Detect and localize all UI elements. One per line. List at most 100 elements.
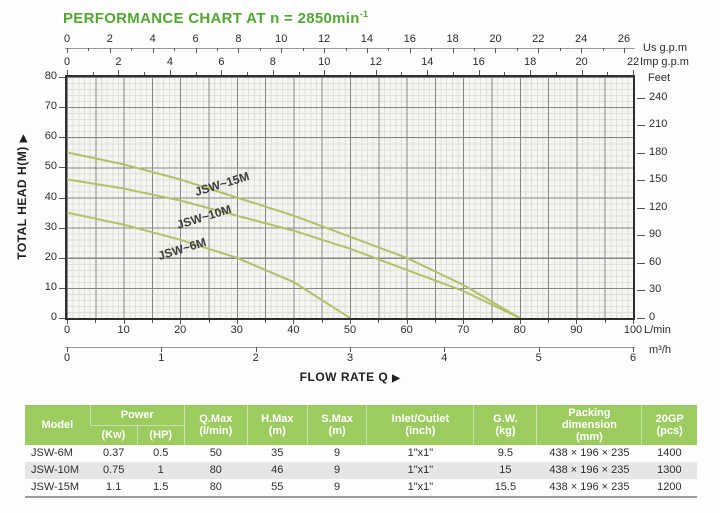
lmin-tick-label: 100 bbox=[623, 324, 643, 336]
cell-r1-c1: 0.75 bbox=[90, 462, 138, 479]
col-header-packing-unit: (mm) bbox=[575, 431, 603, 443]
feet-tick-label: 60 bbox=[649, 255, 662, 268]
col-header-gw-unit: (kg) bbox=[495, 425, 516, 437]
imp-gpm-tick bbox=[324, 70, 326, 75]
cell-r0-c7: 9.5 bbox=[497, 447, 514, 459]
lmin-minor-tick bbox=[208, 320, 210, 323]
cell-r2-c2: 1.5 bbox=[137, 479, 185, 498]
cell-r2-c1: 1.1 bbox=[90, 479, 138, 498]
us-gpm-tick bbox=[67, 48, 68, 53]
us-gpm-tick bbox=[495, 48, 497, 53]
imp-gpm-tick-label: 10 bbox=[318, 56, 331, 68]
col-header-model: Model bbox=[25, 405, 91, 445]
us-gpm-tick bbox=[624, 48, 625, 53]
cell-r2-c7: 15.5 bbox=[473, 479, 537, 498]
cell-r1-c4: 46 bbox=[247, 462, 308, 479]
imp-gpm-minor-tick bbox=[247, 72, 249, 75]
cell-r2-c3: 80 bbox=[184, 479, 248, 498]
lmin-tick bbox=[350, 320, 351, 324]
lmin-tick bbox=[576, 320, 578, 324]
us-gpm-tick-label: 16 bbox=[403, 33, 416, 45]
head-tick bbox=[59, 77, 65, 78]
col-header-qmax-unit: (l/min) bbox=[199, 425, 233, 437]
us-gpm-tick-label: 2 bbox=[106, 33, 113, 45]
cell-r1-c9: 1300 bbox=[641, 462, 697, 479]
lmin-minor-tick bbox=[548, 320, 550, 323]
imp-gpm-tick bbox=[118, 70, 120, 75]
up-arrow-icon: ▶ bbox=[18, 134, 29, 143]
imp-gpm-tick-label: 0 bbox=[63, 56, 71, 68]
cell-r0-c2: 0.5 bbox=[153, 447, 169, 459]
head-tick bbox=[59, 287, 65, 289]
imp-gpm-minor-tick bbox=[92, 72, 94, 75]
us-gpm-minor-tick bbox=[302, 48, 304, 51]
cell-r2-c6: 1"x1" bbox=[366, 479, 474, 498]
axis-unit-feet: Feet bbox=[648, 72, 671, 84]
cell-r0-c1: 0.37 bbox=[102, 447, 125, 459]
col-header-smax-unit: (m) bbox=[328, 425, 346, 437]
page-title-text: PERFORMANCE CHART AT n = 2850min bbox=[63, 10, 360, 27]
table-row-jsw-10m: JSW-10M 0.75 1 80 46 9 1"x1" 15 438 × 196 × 235 1… bbox=[25, 462, 697, 479]
col-header-inlet-label: Inlet/Outlet bbox=[391, 413, 450, 425]
us-gpm-tick bbox=[281, 48, 283, 53]
us-gpm-tick-label: 20 bbox=[489, 33, 502, 45]
head-tick-label: 20 bbox=[44, 250, 57, 263]
col-header-packing: Packing dimension (mm) bbox=[536, 405, 642, 445]
imp-gpm-tick-label: 14 bbox=[421, 56, 434, 68]
plot-area: JSW~15M JSW~10M JSW~6M bbox=[65, 75, 635, 320]
imp-gpm-tick-label: 22 bbox=[626, 56, 640, 68]
m3h-tick-label: 4 bbox=[441, 352, 448, 364]
m3h-tick-label: 6 bbox=[629, 352, 637, 364]
cell-r1-c8: 438 × 196 × 235 bbox=[536, 462, 642, 479]
head-tick bbox=[59, 227, 65, 229]
pump-curves-svg bbox=[67, 151, 521, 318]
imp-gpm-tick bbox=[581, 70, 583, 75]
cell-r0-c8: 438 × 196 × 235 bbox=[549, 447, 630, 459]
feet-tick bbox=[637, 318, 645, 319]
us-gpm-tick-label: 6 bbox=[192, 33, 199, 45]
lmin-tick-label: 10 bbox=[117, 324, 130, 336]
imp-gpm-tick bbox=[272, 70, 274, 75]
imp-gpm-tick-label: 4 bbox=[166, 56, 173, 68]
head-tick-label: 50 bbox=[44, 160, 57, 173]
m3h-tick-label: 3 bbox=[346, 352, 354, 364]
cell-r0-c5: 9 bbox=[334, 447, 341, 459]
col-header-packing-line2: dimension bbox=[561, 419, 617, 431]
lmin-tick-label: 70 bbox=[457, 324, 470, 336]
table-row-jsw-6m: JSW-6M 0.37 0.5 50 35 9 1"x1" 9.5 438 × 196 × 23… bbox=[25, 445, 697, 462]
cell-r1-c7: 15 bbox=[473, 462, 537, 479]
feet-tick bbox=[637, 207, 645, 209]
m3h-tick bbox=[538, 347, 540, 352]
imp-gpm-tick-label: 12 bbox=[369, 56, 382, 68]
lmin-minor-tick bbox=[378, 320, 380, 323]
feet-tick-label: 30 bbox=[649, 283, 662, 296]
cell-r1-c6: 1"x1" bbox=[366, 462, 474, 479]
feet-tick bbox=[637, 290, 645, 292]
pump-curve-jsw-10m bbox=[67, 178, 521, 318]
cell-r1-c0: JSW-10M bbox=[25, 462, 91, 479]
feet-tick-label: 240 bbox=[649, 90, 668, 103]
m3h-tick bbox=[67, 347, 68, 352]
lmin-tick bbox=[236, 320, 238, 324]
feet-tick-label: 90 bbox=[649, 228, 662, 241]
imp-gpm-tick bbox=[221, 70, 223, 75]
lmin-tick bbox=[67, 320, 68, 324]
us-gpm-minor-tick bbox=[602, 48, 604, 51]
us-gpm-minor-tick bbox=[388, 48, 390, 51]
imp-gpm-minor-tick bbox=[350, 72, 352, 75]
us-gpm-minor-tick bbox=[431, 48, 433, 51]
m3h-tick-label: 1 bbox=[158, 352, 165, 364]
col-header-hmax-label: H.Max bbox=[261, 413, 294, 425]
us-gpm-tick-label: 18 bbox=[446, 33, 459, 45]
us-gpm-minor-tick bbox=[259, 48, 261, 51]
feet-tick bbox=[637, 152, 645, 154]
us-gpm-tick bbox=[409, 48, 411, 53]
m3h-tick bbox=[161, 347, 163, 352]
cell-r1-c3: 80 bbox=[184, 462, 248, 479]
lmin-tick-label: 50 bbox=[343, 324, 357, 336]
us-gpm-tick bbox=[452, 48, 454, 53]
m3h-tick-label: 0 bbox=[63, 352, 71, 364]
m3h-tick-label: 5 bbox=[535, 352, 542, 364]
cell-r1-c5: 9 bbox=[307, 462, 367, 479]
